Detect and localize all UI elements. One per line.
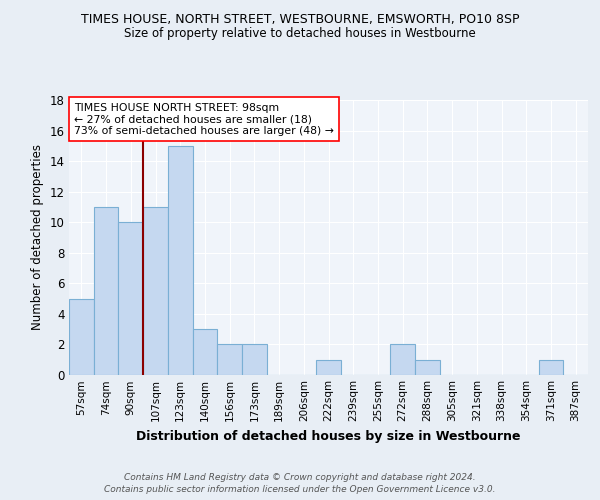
Bar <box>242 344 267 375</box>
Y-axis label: Number of detached properties: Number of detached properties <box>31 144 44 330</box>
X-axis label: Distribution of detached houses by size in Westbourne: Distribution of detached houses by size … <box>136 430 521 442</box>
Text: TIMES HOUSE NORTH STREET: 98sqm
← 27% of detached houses are smaller (18)
73% of: TIMES HOUSE NORTH STREET: 98sqm ← 27% of… <box>74 103 334 136</box>
Bar <box>94 207 118 375</box>
Bar <box>168 146 193 375</box>
Bar <box>539 360 563 375</box>
Bar <box>143 207 168 375</box>
Bar <box>316 360 341 375</box>
Bar <box>217 344 242 375</box>
Bar <box>118 222 143 375</box>
Text: Contains HM Land Registry data © Crown copyright and database right 2024.: Contains HM Land Registry data © Crown c… <box>124 472 476 482</box>
Bar <box>415 360 440 375</box>
Text: TIMES HOUSE, NORTH STREET, WESTBOURNE, EMSWORTH, PO10 8SP: TIMES HOUSE, NORTH STREET, WESTBOURNE, E… <box>81 12 519 26</box>
Bar <box>193 329 217 375</box>
Text: Size of property relative to detached houses in Westbourne: Size of property relative to detached ho… <box>124 28 476 40</box>
Text: Contains public sector information licensed under the Open Government Licence v3: Contains public sector information licen… <box>104 485 496 494</box>
Bar <box>390 344 415 375</box>
Bar <box>69 298 94 375</box>
